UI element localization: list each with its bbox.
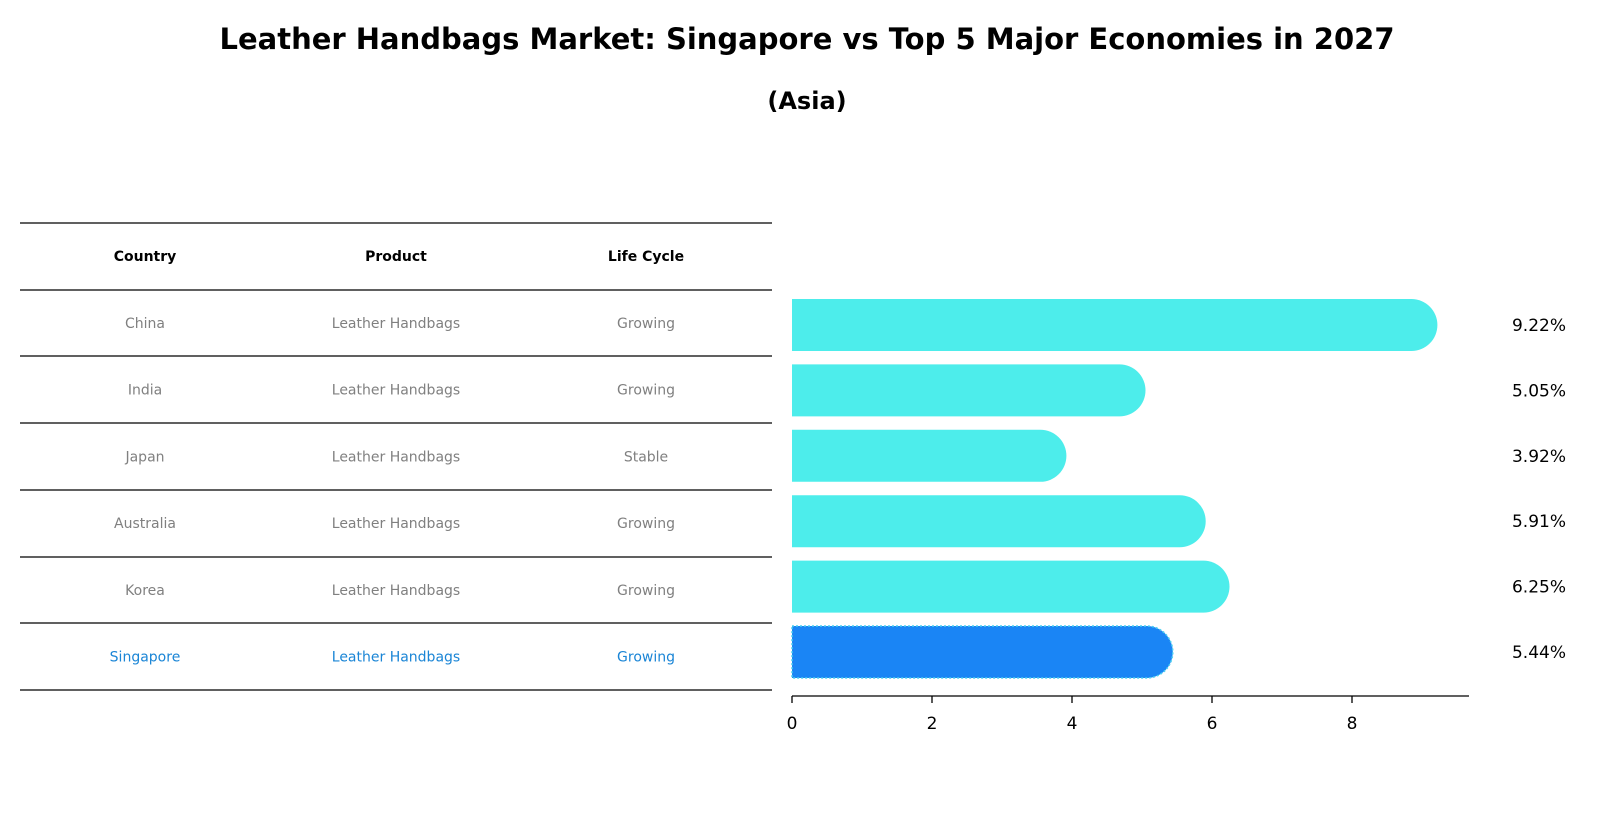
table-row: Japan Leather Handbags Stable bbox=[124, 449, 668, 465]
table-cell-product: Leather Handbags bbox=[332, 650, 460, 666]
table-cell-country: China bbox=[125, 316, 165, 332]
table-cell-product: Leather Handbags bbox=[332, 583, 460, 599]
value-label-india: 5.05% bbox=[1512, 381, 1566, 401]
table-cell-country: Australia bbox=[114, 516, 176, 532]
table-cell-product: Leather Handbags bbox=[332, 383, 460, 399]
bar-australia bbox=[792, 495, 1206, 548]
table-row: Singapore Leather Handbags Growing bbox=[110, 650, 675, 666]
table-cell-product: Leather Handbags bbox=[332, 316, 460, 332]
x-tick-label: 6 bbox=[1207, 714, 1218, 734]
table-cell-life-cycle: Stable bbox=[624, 449, 668, 465]
table-cell-life-cycle: Growing bbox=[617, 583, 675, 599]
value-labels: 9.22% 5.05% 3.92% 5.91% 6.25% 5.44% bbox=[1512, 316, 1566, 663]
value-label-china: 9.22% bbox=[1512, 316, 1566, 336]
bar-highlight-outline bbox=[791, 625, 1174, 679]
table-header-product: Product bbox=[365, 249, 427, 265]
table-cell-life-cycle: Growing bbox=[617, 650, 675, 666]
x-tick-label: 0 bbox=[787, 714, 798, 734]
value-label-japan: 3.92% bbox=[1512, 447, 1566, 467]
table-cell-country: Singapore bbox=[110, 650, 181, 666]
bar-singapore bbox=[792, 626, 1173, 678]
table-cell-life-cycle: Growing bbox=[617, 316, 675, 332]
data-table: Country Product Life Cycle China Leather Han… bbox=[20, 222, 772, 691]
table-cell-country: India bbox=[128, 383, 162, 399]
x-tick-label: 2 bbox=[927, 714, 938, 734]
table-cell-life-cycle: Growing bbox=[617, 516, 675, 532]
x-tick-label: 4 bbox=[1067, 714, 1078, 734]
table-row: Korea Leather Handbags Growing bbox=[125, 583, 675, 599]
table-row: India Leather Handbags Growing bbox=[128, 383, 675, 399]
table-cell-product: Leather Handbags bbox=[332, 449, 460, 465]
chart-subtitle: (Asia) bbox=[767, 87, 846, 115]
chart-title: Leather Handbags Market: Singapore vs To… bbox=[220, 22, 1395, 56]
bar-series bbox=[791, 299, 1438, 679]
value-label-australia: 5.91% bbox=[1512, 512, 1566, 532]
table-cell-country: Korea bbox=[125, 583, 165, 599]
table-cell-life-cycle: Growing bbox=[617, 383, 675, 399]
x-axis: 0 2 4 6 8 bbox=[787, 695, 1469, 734]
table-header-country: Country bbox=[114, 249, 177, 265]
table-header-life-cycle: Life Cycle bbox=[608, 249, 684, 265]
bar-japan bbox=[792, 429, 1067, 482]
table-cell-country: Japan bbox=[124, 449, 164, 465]
table-row: China Leather Handbags Growing bbox=[125, 316, 675, 332]
value-label-singapore: 5.44% bbox=[1512, 643, 1566, 663]
table-cell-product: Leather Handbags bbox=[332, 516, 460, 532]
bar-india bbox=[792, 364, 1146, 417]
bar-korea bbox=[792, 560, 1230, 613]
table-row: Australia Leather Handbags Growing bbox=[114, 516, 675, 532]
x-tick-label: 8 bbox=[1347, 714, 1358, 734]
value-label-korea: 6.25% bbox=[1512, 578, 1566, 598]
bar-china bbox=[792, 299, 1438, 351]
